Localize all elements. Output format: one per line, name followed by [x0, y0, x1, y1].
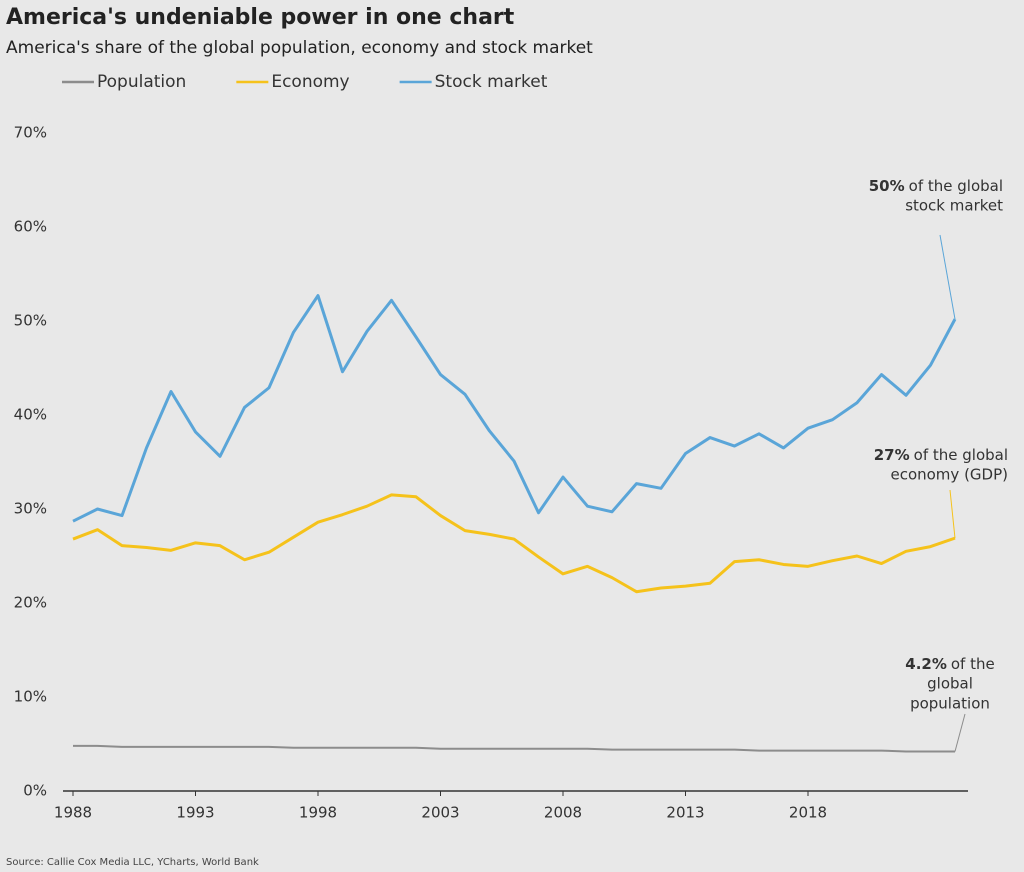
annotation-leader [939, 234, 956, 320]
annotation-text: global [927, 675, 973, 693]
annotation-text: economy (GDP) [890, 466, 1008, 484]
annotation-text: population [910, 695, 990, 713]
y-tick-label: 10% [14, 688, 47, 706]
y-tick-label: 20% [14, 594, 47, 612]
y-tick-label: 50% [14, 312, 47, 330]
x-tick-label: 2018 [789, 804, 827, 822]
annotation-text: 50% of the global [869, 177, 1003, 195]
x-tick-label: 2003 [421, 804, 459, 822]
annotation-line: of the global [914, 446, 1008, 464]
chart-title: America's undeniable power in one chart [6, 5, 515, 30]
x-tick-label: 2013 [666, 804, 704, 822]
line-series [72, 294, 957, 523]
y-tick-label: 70% [14, 124, 47, 142]
line-series [72, 493, 956, 594]
annotation-line: of the [951, 655, 995, 673]
annotation-bold: 27% [874, 446, 910, 464]
x-tick-label: 2008 [544, 804, 582, 822]
legend-label: Economy [271, 72, 349, 92]
legend-label: Stock market [435, 72, 548, 92]
y-tick-label: 60% [14, 218, 47, 236]
annotation-bold: 50% [869, 177, 905, 195]
annotation-bold: 4.2% [905, 655, 947, 673]
chart-subtitle: America's share of the global population… [6, 38, 593, 58]
legend-label: Population [97, 72, 186, 92]
y-tick-label: 30% [14, 500, 47, 518]
y-tick-label: 0% [23, 782, 47, 800]
x-tick-label: 1988 [54, 804, 92, 822]
y-tick-label: 40% [14, 406, 47, 424]
x-tick-label: 1998 [299, 804, 337, 822]
annotation-text: 27% of the global [874, 446, 1008, 464]
annotation-leader [954, 713, 966, 752]
annotation-text: stock market [905, 197, 1003, 215]
source: Source: Callie Cox Media LLC, YCharts, W… [6, 857, 259, 868]
line-series [73, 744, 955, 753]
annotation-leader [949, 489, 956, 539]
annotation-line: of the global [909, 177, 1003, 195]
annotation-text: 4.2% of the [905, 655, 994, 673]
x-tick-label: 1993 [176, 804, 214, 822]
